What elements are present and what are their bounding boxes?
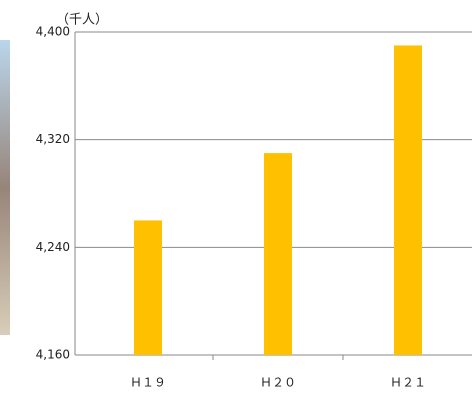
x-tick-label: Ｈ２０ — [260, 376, 296, 390]
y-tick-label: 4,240 — [36, 240, 70, 254]
x-tick-label: Ｈ２１ — [390, 376, 426, 390]
y-tick-label: 4,320 — [36, 132, 70, 146]
bar — [264, 153, 292, 355]
x-tick-label: Ｈ１９ — [130, 376, 166, 390]
chart: （千人） 4,1604,2404,3204,400Ｈ１９Ｈ２０Ｈ２１ — [0, 0, 472, 395]
y-tick-label: 4,400 — [36, 25, 70, 39]
y-tick-label: 4,160 — [36, 348, 70, 362]
bar — [134, 220, 162, 355]
bar — [394, 45, 422, 355]
photo-strip — [0, 40, 10, 335]
